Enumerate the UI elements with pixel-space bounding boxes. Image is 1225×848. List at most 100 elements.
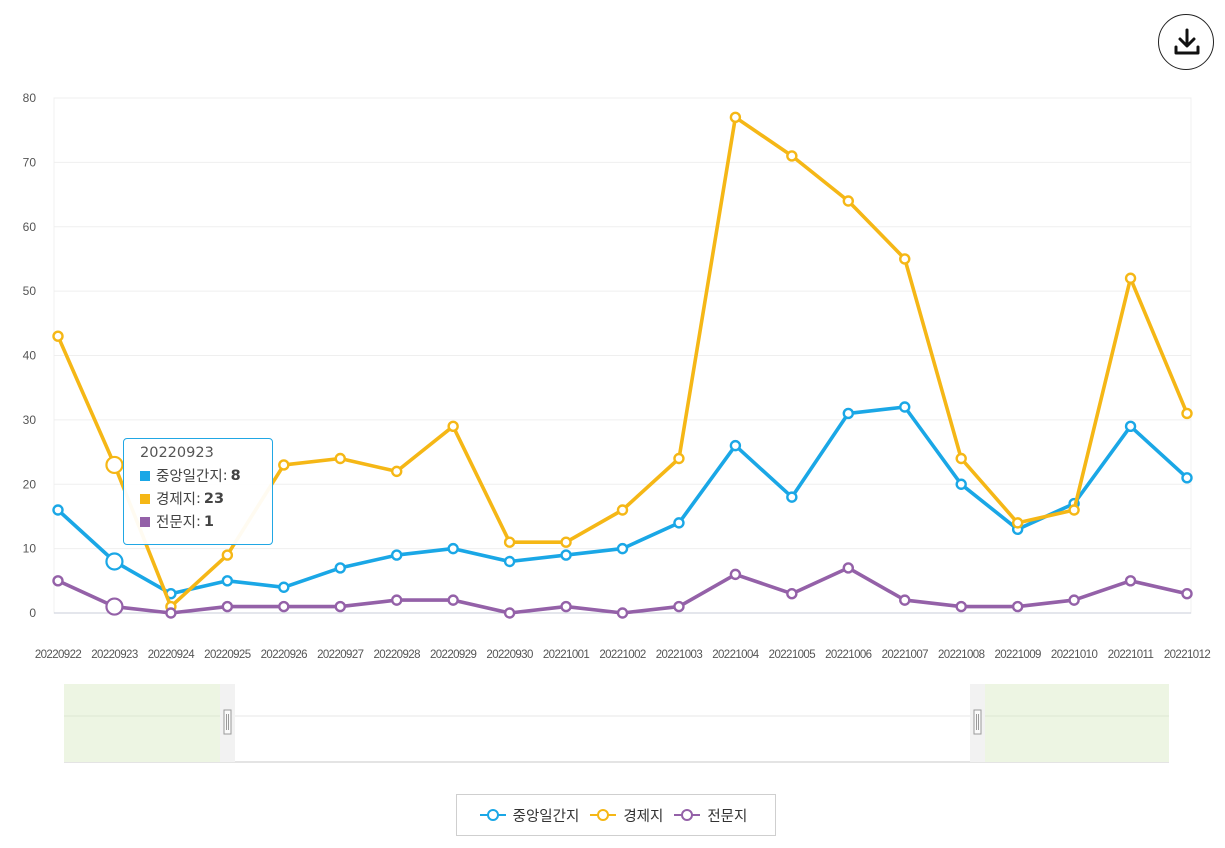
y-tick-label: 20 [23,477,37,491]
data-point [221,575,234,587]
tooltip-swatch [140,470,150,481]
navigator-mask-right [984,684,1169,762]
data-point [1068,594,1080,606]
data-point [447,594,459,606]
data-point [729,568,742,581]
x-tick-label: 20221005 [769,649,816,661]
y-tick-label: 30 [23,413,37,427]
tooltip-swatch [140,516,150,527]
tooltip-label: 전문지 [156,515,197,531]
tooltip-row: 중앙일간지 : 8 [140,464,272,487]
data-point [105,597,124,616]
x-tick-label: 20221012 [1164,649,1211,661]
data-point [221,600,234,613]
navigator-handle-right[interactable] [970,684,985,762]
line-chart: 0 10 20 30 40 50 60 70 80 20220922 20220923 202209… [23,91,1211,763]
y-tick-label: 40 [23,349,37,363]
data-point [1011,600,1024,613]
x-tick-label: 20221004 [712,649,760,661]
x-tick-label: 20220922 [35,649,82,661]
x-tick-label: 20221002 [599,649,646,661]
data-point [278,581,290,593]
data-point [560,536,572,548]
data-point [334,600,346,613]
x-tick-label: 20220924 [148,649,196,661]
tooltip-value: 1 [203,513,215,530]
data-point [105,552,124,571]
y-axis-ticks: 0 10 20 30 40 50 60 70 80 [23,91,37,620]
series-2 [52,562,1193,619]
data-point [1068,504,1080,516]
data-point [503,555,516,568]
download-button[interactable] [1158,14,1214,70]
data-point [105,455,124,475]
tooltip-value: 23 [203,490,225,507]
data-point [1181,587,1193,600]
x-tick-label: 20221009 [994,649,1041,661]
data-point [391,465,403,478]
y-tick-label: 10 [23,542,37,556]
tooltip-row: 경제지 : 23 [140,487,272,510]
navigator-handle-left[interactable] [220,684,235,762]
data-point [391,549,403,561]
data-point [391,594,403,606]
data-point [673,517,685,529]
navigator-mask-left [64,684,220,762]
data-point [1124,420,1137,433]
data-point [560,600,572,613]
data-point [673,452,685,465]
x-tick-label: 20221001 [543,649,590,661]
x-tick-label: 20220929 [430,649,477,661]
x-tick-label: 20220926 [261,649,308,661]
data-point [899,253,911,265]
data-point [334,452,346,465]
handle-grip-icon [223,709,232,735]
data-point [616,542,629,555]
data-point [842,195,854,207]
data-point [1011,517,1024,529]
data-point [1181,472,1193,484]
data-point [899,401,911,413]
data-point [278,459,290,471]
tooltip-sep: : [196,513,201,530]
range-navigator[interactable] [64,684,1169,763]
x-tick-label: 20221006 [825,649,872,661]
legend-marker-icon [674,809,701,821]
legend-marker-icon [479,809,506,821]
data-point [955,478,967,490]
legend-item-central-daily[interactable]: 중앙일간지 [479,805,586,826]
tooltip-label: 경제지 [156,492,197,508]
y-tick-label: 70 [23,155,37,169]
data-point [673,600,685,613]
data-point [165,607,177,619]
data-point [786,587,798,600]
data-point [899,594,911,606]
tooltip-sep: : [196,490,201,507]
y-tick-label: 80 [23,91,37,105]
x-tick-label: 20221007 [882,649,929,661]
legend-item-specialized[interactable]: 전문지 [673,805,753,826]
data-point [560,549,572,561]
data-point [616,504,629,516]
data-point [842,407,854,420]
data-point [842,562,854,574]
y-tick-label: 0 [29,606,36,620]
data-point [221,549,234,561]
data-point [955,452,967,465]
x-tick-label: 20221011 [1108,649,1154,661]
data-point [52,575,64,587]
data-point [447,420,459,433]
tooltip-row: 전문지 : 1 [140,510,272,533]
y-tick-label: 50 [23,284,37,298]
tooltip-title: 20220923 [140,445,214,461]
data-point [1181,407,1193,420]
x-tick-label: 20221008 [938,649,985,661]
tooltip-label: 중앙일간지 [156,469,223,485]
data-point [786,491,798,503]
y-tick-label: 60 [23,220,37,234]
x-tick-label: 20220928 [374,649,421,661]
data-point [334,562,346,574]
legend-item-economic[interactable]: 경제지 [589,805,669,826]
tooltip-value: 8 [230,467,241,484]
data-point [786,150,798,162]
